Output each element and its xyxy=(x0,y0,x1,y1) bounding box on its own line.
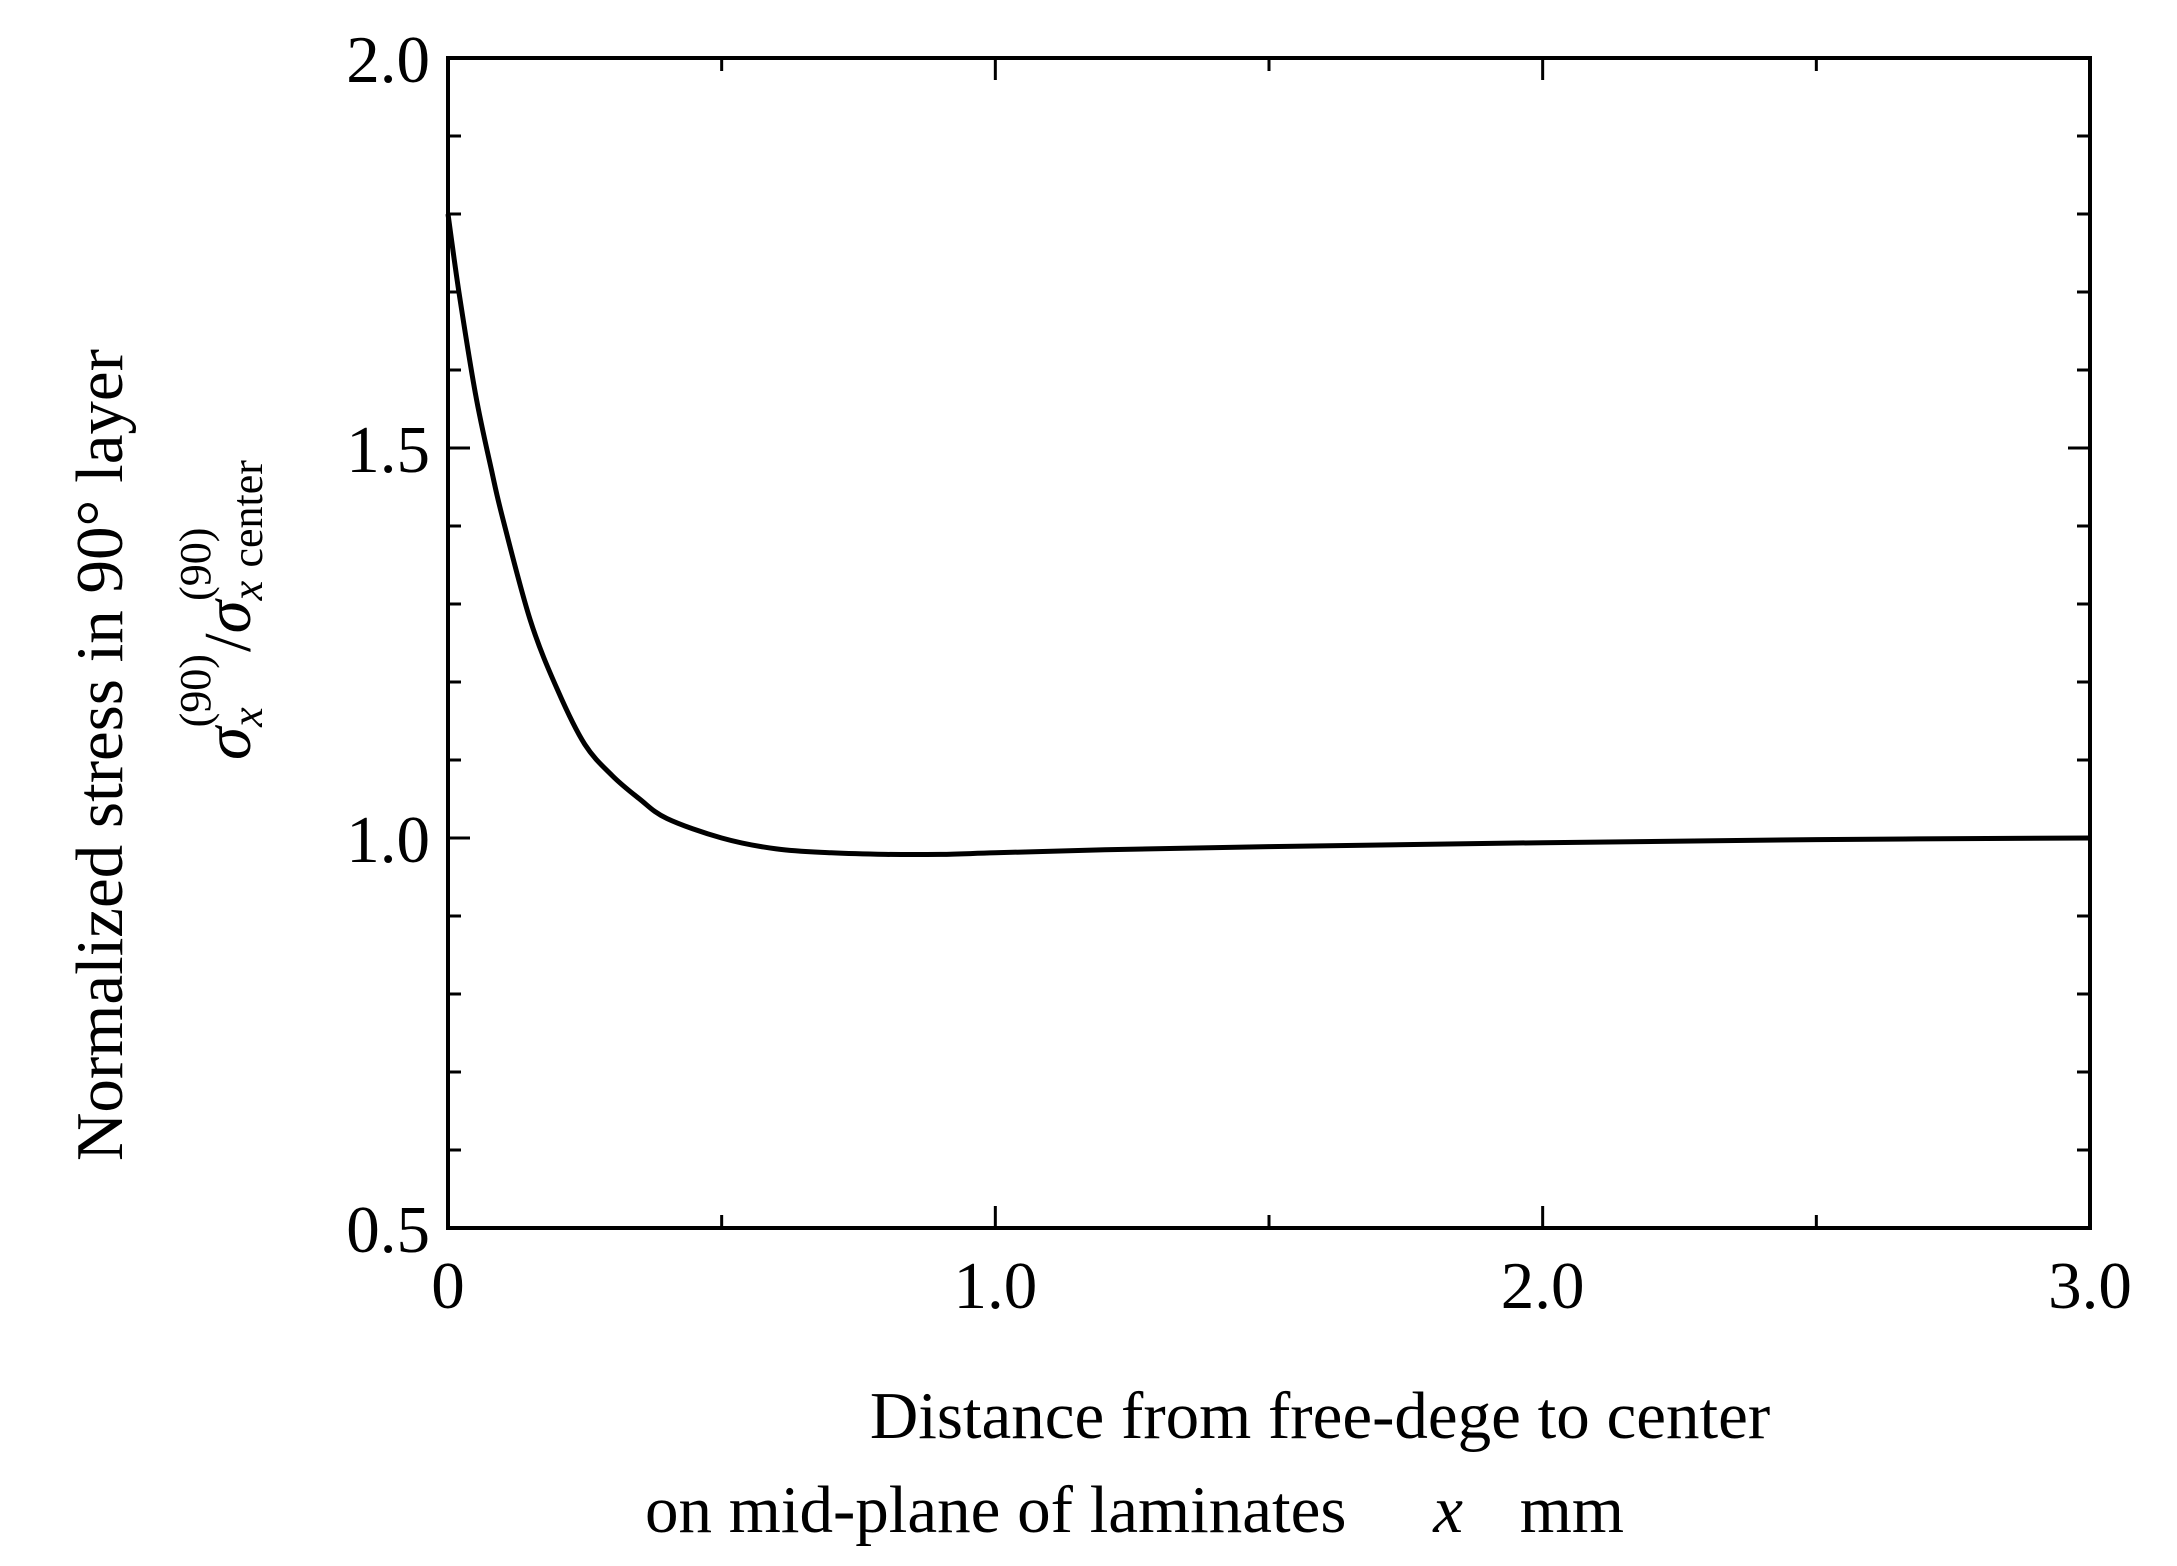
y-tick-label: 2.0 xyxy=(346,23,430,97)
plot-frame xyxy=(446,56,2092,1230)
minor-ticks xyxy=(448,58,2090,1228)
x-axis-label-line2-text: on mid-plane of laminates xyxy=(645,1473,1346,1547)
stress-curve xyxy=(445,213,2091,858)
y-label-var-2: x xyxy=(223,580,272,601)
y-tick-label: 1.0 xyxy=(346,803,430,877)
x-axis-label-line1: Distance from free-dege to center xyxy=(870,1379,1770,1453)
x-axis-unit: mm xyxy=(1520,1473,1624,1547)
x-tick-labels: 0 1.0 2.0 3.0 xyxy=(431,1249,2132,1323)
x-axis-label-line2: on mid-plane of laminates x mm xyxy=(645,1473,1624,1547)
major-ticks xyxy=(446,56,2092,1230)
y-tick-label: 0.5 xyxy=(346,1193,430,1267)
y-tick-label: 1.5 xyxy=(346,413,430,487)
y-label-center: center xyxy=(223,460,272,568)
y-label-sup-1: (90) xyxy=(171,654,220,727)
y-tick-labels: 0.5 1.0 1.5 2.0 xyxy=(346,23,430,1267)
x-tick-label: 2.0 xyxy=(1501,1249,1585,1323)
y-label-sigma-1: σ xyxy=(191,724,265,760)
x-tick-label: 0 xyxy=(431,1249,465,1323)
x-tick-label: 1.0 xyxy=(953,1249,1037,1323)
x-tick-label: 3.0 xyxy=(2048,1249,2132,1323)
y-axis-label-line1: Normalized stress in 90° layer xyxy=(63,349,137,1161)
y-label-sup-2: (90) xyxy=(171,528,220,601)
y-label-var-1: x xyxy=(223,707,272,728)
y-axis-label-line2: σx(90)/σx(90)center xyxy=(171,460,272,760)
y-label-sigma-2: σ xyxy=(191,597,265,633)
y-label-slash: / xyxy=(191,633,265,652)
x-axis-variable: x xyxy=(1432,1473,1463,1547)
